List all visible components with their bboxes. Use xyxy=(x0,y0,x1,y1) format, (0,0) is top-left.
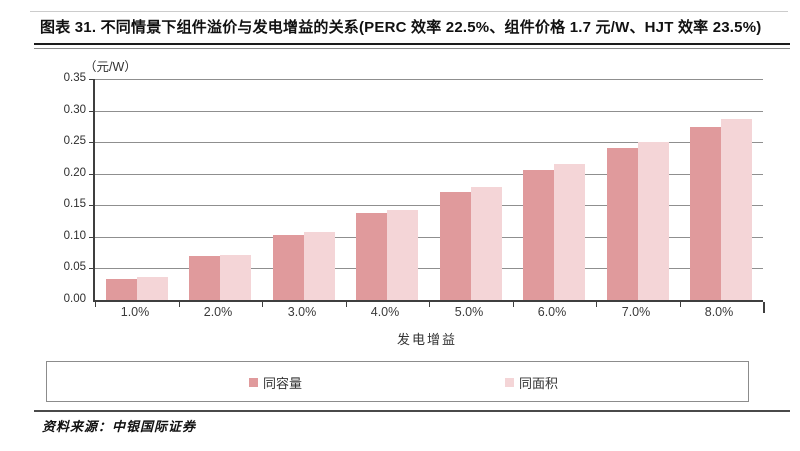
title-divider xyxy=(34,43,790,49)
y-axis-tick xyxy=(89,237,94,238)
x-tick-label: 2.0% xyxy=(203,305,233,319)
y-tick-label: 0.05 xyxy=(63,261,86,273)
x-axis-tick xyxy=(680,302,681,307)
y-tick-label: 0.15 xyxy=(63,198,86,210)
bar-同容量-6.0% xyxy=(523,170,554,300)
x-tick-label: 4.0% xyxy=(370,305,400,319)
y-axis-tick xyxy=(89,79,94,80)
bar-同面积-5.0% xyxy=(471,187,502,300)
gridline xyxy=(95,111,763,112)
bar-同容量-4.0% xyxy=(356,213,387,300)
bar-同容量-2.0% xyxy=(189,256,220,300)
bar-同面积-4.0% xyxy=(387,210,418,300)
x-axis-tick xyxy=(596,302,597,307)
gridline xyxy=(95,174,763,175)
legend-swatch-same-capacity-icon xyxy=(249,378,258,387)
y-tick-label: 0.20 xyxy=(63,167,86,179)
bar-同面积-7.0% xyxy=(638,142,669,300)
x-axis-tick xyxy=(179,302,180,307)
legend-label-same-capacity: 同容量 xyxy=(263,376,303,391)
legend-swatch-same-area-icon xyxy=(505,378,514,387)
plot-area xyxy=(89,79,765,313)
y-axis-tick xyxy=(89,174,94,175)
y-axis-unit-label: （元/W） xyxy=(84,60,137,74)
bar-同容量-8.0% xyxy=(690,127,721,300)
y-tick-label: 0.00 xyxy=(63,293,86,305)
x-tick-label: 5.0% xyxy=(454,305,484,319)
legend: 同容量 同面积 xyxy=(46,361,749,402)
figure-title: 图表 31. 不同情景下组件溢价与发电增益的关系(PERC 效率 22.5%、组… xyxy=(40,19,762,36)
bar-同面积-2.0% xyxy=(220,255,251,300)
bar-同容量-1.0% xyxy=(106,279,137,300)
gridline xyxy=(95,268,763,269)
bar-同面积-8.0% xyxy=(721,119,752,300)
bar-同面积-3.0% xyxy=(304,232,335,300)
bar-同面积-6.0% xyxy=(554,164,585,300)
top-divider xyxy=(30,11,788,12)
y-tick-label: 0.25 xyxy=(63,135,86,147)
x-tick-label: 8.0% xyxy=(704,305,734,319)
x-tick-label: 1.0% xyxy=(120,305,150,319)
bar-同容量-5.0% xyxy=(440,192,471,300)
bar-同面积-1.0% xyxy=(137,277,168,300)
x-axis-title: 发电增益 xyxy=(396,332,457,347)
x-axis-tick xyxy=(763,302,765,313)
legend-item-same-area: 同面积 xyxy=(505,373,558,392)
y-axis-tick xyxy=(89,205,94,206)
x-axis-tick xyxy=(95,302,96,307)
source-note: 资料来源：中银国际证券 xyxy=(42,419,197,434)
y-axis-tick xyxy=(89,268,94,269)
x-tick-label: 6.0% xyxy=(537,305,567,319)
x-axis-tick-labels: 1.0% 2.0% 3.0% 4.0% 5.0% 6.0% 7.0% 8.0% xyxy=(93,305,761,323)
source-divider xyxy=(34,410,790,412)
y-axis-tick xyxy=(89,142,94,143)
y-tick-label: 0.30 xyxy=(63,104,86,116)
gridline xyxy=(95,142,763,143)
y-axis-tick-labels: 0.00 0.05 0.10 0.15 0.20 0.25 0.30 0.35 xyxy=(38,72,86,305)
bar-同容量-7.0% xyxy=(607,148,638,300)
x-tick-label: 3.0% xyxy=(287,305,317,319)
x-axis-tick xyxy=(513,302,514,307)
gridline xyxy=(95,79,763,80)
gridline xyxy=(95,205,763,206)
legend-item-same-capacity: 同容量 xyxy=(249,373,302,392)
y-tick-label: 0.35 xyxy=(63,72,86,84)
y-tick-label: 0.10 xyxy=(63,230,86,242)
x-tick-label: 7.0% xyxy=(621,305,651,319)
x-axis-tick xyxy=(262,302,263,307)
x-axis-tick xyxy=(346,302,347,307)
bar-同容量-3.0% xyxy=(273,235,304,300)
gridline xyxy=(95,237,763,238)
x-axis-tick xyxy=(429,302,430,307)
y-axis-tick xyxy=(89,111,94,112)
legend-label-same-area: 同面积 xyxy=(519,376,559,391)
